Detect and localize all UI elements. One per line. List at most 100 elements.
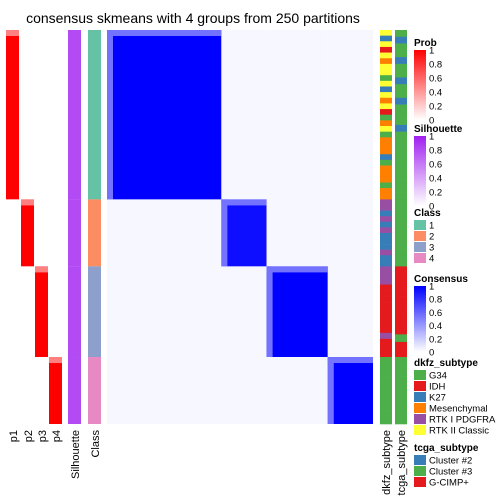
tcga-cell: [395, 414, 407, 425]
legend-label-dkfz_subtype: RTK II Classic: [429, 426, 489, 437]
legend-tick-silhouette: 0.6: [429, 160, 442, 171]
right-annotation-tracks: [380, 30, 407, 425]
prob-cell-4-1: [49, 30, 62, 200]
dkfz-cell: [380, 80, 392, 87]
dkfz-cell: [380, 338, 392, 346]
legend-title-silhouette: Silhouette: [414, 124, 463, 135]
block-edge-h-3: [266, 266, 328, 273]
dkfz-cell: [380, 363, 392, 371]
legend-tick-consensus: 0: [429, 348, 434, 359]
legend-tick-silhouette: 0.2: [429, 188, 442, 199]
legend-swatch-tcga_subtype: [414, 455, 426, 465]
dkfz-cell: [380, 302, 392, 309]
track-label-p1: p1: [8, 430, 20, 442]
block-4-2: [221, 357, 267, 424]
tcga-cell: [395, 90, 407, 99]
chart-title: consensus skmeans with 4 groups from 250…: [26, 10, 360, 26]
dkfz-cell: [380, 238, 392, 245]
dkfz-cell: [380, 159, 392, 166]
left-annotation-tracks: [6, 30, 101, 424]
dkfz-cell: [380, 142, 392, 149]
block-edge-v-1: [107, 30, 113, 200]
block-edge-h-2: [221, 199, 267, 206]
dkfz-cell: [380, 103, 392, 110]
dkfz-cell: [380, 350, 392, 358]
legend-label-dkfz_subtype: RTK I PDGFRA: [429, 415, 496, 426]
track-label-p4: p4: [51, 430, 63, 442]
prob-track-p2: [21, 30, 34, 424]
prob-cell-low-1: [6, 30, 19, 36]
dkfz-cell: [380, 35, 392, 42]
block-1-2: [221, 30, 267, 200]
dkfz-cell: [380, 216, 392, 223]
block-3-4: [327, 266, 373, 358]
block-4-4: [327, 357, 373, 424]
tcga-cell: [395, 232, 407, 242]
tcga-cell: [395, 376, 407, 387]
legend-label-tcga_subtype: G-CIMP+: [429, 478, 469, 489]
dkfz-cell: [380, 188, 392, 195]
class-cell-4: [88, 357, 101, 424]
block-edge-v-2: [221, 199, 228, 267]
dkfz-cell: [380, 182, 392, 189]
prob-cell-2-4: [21, 357, 34, 424]
legend-bar-silhouette: [414, 136, 426, 206]
consensus-matrix: [107, 30, 373, 424]
legend-swatch-class: [414, 231, 426, 241]
tcga-cell: [395, 30, 407, 38]
legend-tick-consensus: 1: [429, 282, 434, 293]
dkfz-cell: [380, 308, 392, 316]
dkfz-cell: [380, 41, 392, 48]
legend-label-class: 4: [429, 254, 434, 265]
dkfz-cell: [380, 417, 392, 425]
legend-label-class: 1: [429, 221, 434, 232]
tcga-cell: [395, 70, 407, 78]
tcga-cell: [395, 249, 407, 259]
tcga-cell: [395, 124, 407, 132]
tcga-cell: [395, 165, 407, 173]
prob-cell-4-2: [49, 199, 62, 267]
tcga-cell: [395, 185, 407, 193]
tcga-cell: [395, 151, 407, 160]
tcga-cell: [395, 281, 407, 290]
dkfz-cell: [380, 255, 392, 262]
dkfz-cell: [380, 193, 392, 200]
dkfz-cell: [380, 244, 392, 250]
legend-tick-prob: 0.8: [429, 60, 442, 71]
legend-tick-prob: 0.6: [429, 74, 442, 85]
track-label-class: Class: [90, 430, 102, 458]
dkfz-cell: [380, 232, 392, 239]
dkfz-cell: [380, 344, 392, 352]
legend-tick-consensus: 0.4: [429, 321, 442, 332]
dkfz-cell: [380, 296, 392, 303]
dkfz-cell: [380, 86, 392, 93]
tcga-cell: [395, 385, 407, 396]
dkfz-cell: [380, 266, 392, 273]
dkfz-cell: [380, 290, 392, 297]
tcga-cell: [395, 395, 407, 406]
block-edge-v-4: [327, 357, 334, 424]
tcga-cell: [395, 138, 407, 146]
legend-label-dkfz_subtype: G34: [429, 371, 447, 382]
prob-cell-2-2: [21, 199, 34, 267]
tcga-cell: [395, 97, 407, 105]
prob-cell-low-2: [21, 199, 34, 206]
legend-tick-prob: 0.2: [429, 102, 442, 113]
legend-swatch-class: [414, 242, 426, 252]
track-label-p3: p3: [37, 430, 49, 442]
legend-panel: Prob10.80.60.40.20Silhouette10.80.60.40.…: [414, 38, 496, 489]
dkfz-cell: [380, 249, 392, 256]
track-label-dkfz_subtype: dkfz_subtype: [381, 430, 393, 495]
dkfz-cell: [380, 260, 392, 267]
dkfz-cell: [380, 58, 392, 65]
legend-swatch-dkfz_subtype: [414, 370, 426, 380]
prob-cell-low-3: [35, 266, 48, 273]
dkfz-cell: [380, 69, 392, 76]
dkfz-cell: [380, 171, 392, 178]
prob-cell-4-4: [49, 357, 62, 424]
block-edge-h-4: [327, 357, 373, 364]
block-1-1: [107, 30, 222, 200]
block-edge-h-1: [107, 30, 222, 36]
